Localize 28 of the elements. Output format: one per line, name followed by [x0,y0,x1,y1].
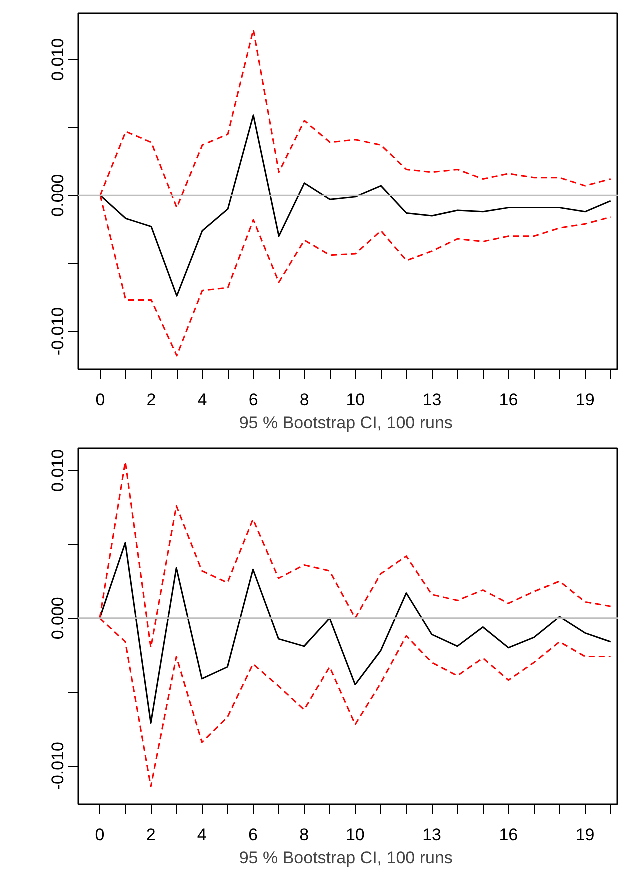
y-tick-label: 0.010 [48,38,68,81]
x-tick-label: 16 [499,390,518,410]
x-axis-title: 95 % Bootstrap CI, 100 runs [239,848,453,868]
x-tick-label: 19 [576,826,595,844]
x-tick-label: 16 [499,826,518,844]
line-series [99,542,612,724]
x-tick-label: 10 [346,826,365,844]
x-tick-label: 8 [300,390,310,410]
y-tick-label: 0.010 [48,449,68,492]
x-tick-label: 0 [95,826,105,844]
x-tick-label: 10 [346,390,366,410]
x-tick-label: 6 [248,826,258,844]
x-axis-title: 95 % Bootstrap CI, 100 runs [239,414,453,432]
x-tick-label: 13 [422,390,442,410]
x-tick-label: 8 [300,826,310,844]
x-tick-label: 6 [248,390,258,410]
y-tick-label: 0.000 [48,597,68,640]
x-tick-label: 4 [198,390,208,410]
y-tick-label: 0.000 [48,174,68,217]
x-tick-label: 4 [197,826,207,844]
x-tick-label: 2 [146,826,156,844]
line-series [100,114,612,297]
x-tick-label: 0 [96,390,106,410]
y-tick-label: -0.010 [48,742,68,790]
x-tick-label: 19 [576,390,595,410]
x-tick-label: 13 [422,826,442,844]
x-tick-label: 2 [146,390,156,410]
y-tick-label: -0.010 [48,307,68,356]
